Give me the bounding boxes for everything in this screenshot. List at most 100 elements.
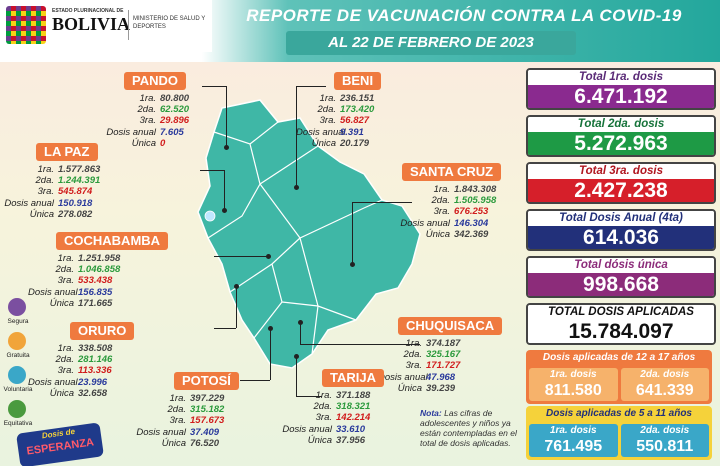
- leader-potosi-v: [270, 328, 271, 380]
- sidebar-voluntaria: Voluntaria: [3, 386, 33, 393]
- kids-d2-label: 2da. dosis: [640, 425, 690, 436]
- leader-pando: [202, 86, 226, 87]
- total-3ra-value: 2.427.238: [528, 179, 714, 202]
- cochabamba-d1: 1.251.958: [78, 253, 121, 264]
- dot-potosi: [268, 326, 273, 331]
- total-unica-box: Total dósis única 998.668: [526, 256, 716, 298]
- coat-of-arms-icon: [6, 6, 46, 44]
- dot-santacruz: [350, 262, 355, 267]
- logo-divider: [128, 10, 129, 40]
- logo-block: ESTADO PLURINACIONAL DE BOLIVIA MINISTER…: [0, 0, 212, 52]
- region-santacruz-stats: 1ra. 1.843.308 2da. 1.505.958 3ra. 676.253 …: [400, 184, 497, 240]
- dot-oruro: [234, 284, 239, 289]
- lapaz-d1: 1.577.863: [58, 164, 101, 175]
- total-3ra-box: Total 3ra. dosis 2.427.238: [526, 162, 716, 204]
- estado-text: ESTADO PLURINACIONAL DE: [52, 8, 124, 14]
- esperanza-badge: Dosis de ESPERANZA: [16, 422, 104, 466]
- dot-chuquisaca: [298, 320, 303, 325]
- total-2da-value: 5.272.963: [528, 132, 714, 155]
- leader-beni: [296, 86, 326, 87]
- cochabamba-anual: 156.835: [78, 286, 113, 298]
- oruro-d1: 338.508: [78, 343, 113, 354]
- total-unica-value: 998.668: [528, 273, 714, 296]
- pando-d3: 29.896: [160, 115, 190, 127]
- total-anual-value: 614.036: [528, 226, 714, 249]
- beni-d2: 173.420: [340, 104, 375, 116]
- oruro-d2: 281.146: [78, 354, 113, 366]
- leader-chuquisaca: [300, 344, 420, 345]
- page-title: REPORTE DE VACUNACIÓN CONTRA LA COVID-19: [246, 6, 682, 25]
- lapaz-unica: 278.082: [58, 208, 93, 220]
- region-santacruz-label: SANTA CRUZ: [402, 163, 502, 181]
- beni-d1: 236.151: [340, 93, 375, 104]
- oruro-unica: 32.658: [78, 387, 108, 399]
- tarija-unica: 37.956: [336, 434, 366, 446]
- sidebar-equitativa: Equitativa: [3, 420, 33, 427]
- ministry-text: MINISTERIO DE SALUD Y DEPORTES: [133, 16, 206, 30]
- tarija-d3: 142.214: [336, 412, 371, 424]
- teens-d2-value: 641.339: [635, 382, 694, 399]
- kids-d2: 2da. dosis 550.811: [620, 424, 709, 457]
- region-chuquisaca-stats: 1ra. 374.187 2da. 325.167 3ra. 171.727 Dosi…: [378, 338, 461, 394]
- leader-lapaz-v: [224, 170, 225, 210]
- santacruz-anual: 146.304: [454, 217, 489, 229]
- leader-pando-v: [226, 86, 227, 146]
- region-tarija-stats: 1ra. 371.188 2da. 318.321 3ra. 142.214 Dosi…: [282, 390, 371, 446]
- total-aplicadas-label: TOTAL DOSIS APLICADAS: [528, 305, 714, 320]
- teens-d1-value: 811.580: [544, 382, 602, 399]
- total-aplicadas-box: TOTAL DOSIS APLICADAS 15.784.097: [526, 303, 716, 345]
- note-text: Nota: Las cifras de adolescentes y niños…: [420, 408, 520, 448]
- region-pando-stats: 1ra. 80.800 2da. 62.520 3ra. 29.896 Dosis a…: [106, 93, 190, 149]
- santacruz-unica: 342.369: [454, 228, 489, 240]
- total-unica-label: Total dósis única: [528, 258, 714, 273]
- teens-title: Dosis aplicadas de 12 a 17 años: [542, 352, 696, 363]
- potosi-d2: 315.182: [190, 404, 225, 416]
- coin-icon: [8, 332, 26, 350]
- total-1ra-box: Total 1ra. dosis 6.471.192: [526, 68, 716, 110]
- leader-santacruz-v: [352, 202, 353, 264]
- lake-titicaca-icon: [204, 210, 216, 222]
- teens-d2-label: 2da. dosis: [640, 369, 690, 380]
- region-pando-label: PANDO: [124, 72, 186, 90]
- person-icon: [8, 366, 26, 384]
- cochabamba-d3: 533.438: [78, 275, 113, 287]
- region-cochabamba-label: COCHABAMBA: [56, 232, 169, 250]
- lapaz-d3: 545.874: [58, 186, 93, 198]
- teens-d2: 2da. dosis 641.339: [620, 368, 709, 401]
- shield-icon: [8, 298, 26, 316]
- note-head: Nota:: [420, 408, 442, 418]
- kids-d1-value: 761.495: [544, 438, 603, 455]
- potosi-unica: 76.520: [190, 437, 220, 449]
- beni-anual: 9.391: [340, 126, 364, 138]
- leader-beni-v: [296, 86, 297, 186]
- leader-cochabamba: [214, 256, 268, 257]
- total-anual-label: Total Dosis Anual (4ta): [528, 211, 714, 226]
- tarija-d2: 318.321: [336, 401, 371, 413]
- leader-lapaz: [200, 170, 224, 171]
- region-beni-stats: 1ra. 236.151 2da. 173.420 3ra. 56.827 Dosis…: [296, 93, 375, 149]
- beni-unica: 20.179: [340, 137, 370, 149]
- total-1ra-value: 6.471.192: [528, 85, 714, 108]
- pando-d1: 80.800: [160, 93, 190, 104]
- map-borders: [207, 121, 383, 355]
- dot-tarija: [294, 354, 299, 359]
- tarija-d1: 371.188: [336, 390, 371, 401]
- sidebar-segura: Segura: [7, 318, 29, 325]
- teens-d1: 1ra. dosis 811.580: [529, 368, 618, 401]
- potosi-d3: 157.673: [190, 415, 225, 427]
- leader-tarija-v: [296, 356, 297, 396]
- dot-lapaz: [222, 208, 227, 213]
- leader-potosi: [240, 380, 270, 381]
- dot-pando: [224, 145, 229, 150]
- pando-unica: 0: [160, 137, 166, 149]
- lapaz-d2: 1.244.391: [58, 175, 101, 187]
- region-lapaz-label: LA PAZ: [36, 143, 98, 161]
- scale-icon: [8, 400, 26, 418]
- kids-d2-value: 550.811: [636, 438, 694, 455]
- region-oruro-stats: 1ra. 338.508 2da. 281.146 3ra. 113.336 Dosi…: [28, 343, 113, 399]
- region-lapaz-stats: 1ra. 1.577.863 2da. 1.244.391 3ra. 545.874 …: [4, 164, 101, 220]
- kids-title: Dosis aplicadas de 5 a 11 años: [546, 408, 692, 419]
- leader-santacruz: [352, 202, 412, 203]
- leader-oruro-v: [236, 286, 237, 328]
- potosi-anual: 37.409: [190, 426, 220, 438]
